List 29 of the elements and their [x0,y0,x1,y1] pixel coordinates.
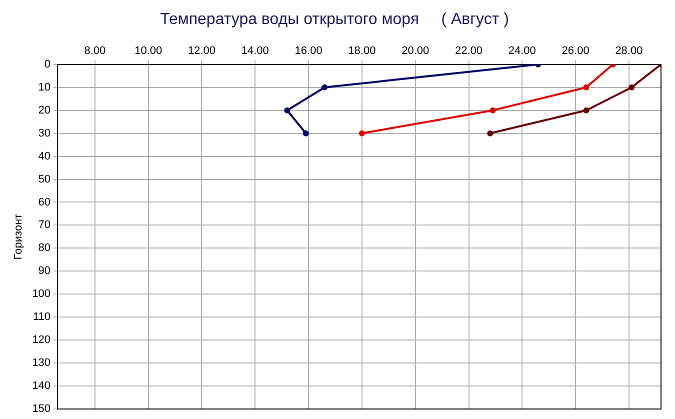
y-tick-label: 130 [32,357,51,370]
y-tick-label: 140 [32,380,51,392]
y-tick-label: 30 [38,127,51,140]
y-tick-label: 40 [38,150,51,162]
y-tick-label: 150 [32,403,51,416]
x-tick-label: 20.00 [402,44,430,57]
y-tick-label: 60 [38,196,51,208]
x-tick-label: 26.00 [562,44,590,57]
y-tick-label: 90 [38,265,51,278]
y-tick-label: 110 [33,311,51,324]
x-tick-label: 24.00 [508,44,536,57]
y-tick-label: 20 [38,104,51,116]
x-tick-label: 22.00 [454,44,483,57]
y-tick-label: 0 [44,58,51,70]
x-tick-label: 28.00 [615,44,643,57]
x-tick-label: 16.00 [294,44,322,57]
x-tick-label: 10.00 [134,44,162,57]
x-tick-label: 8.00 [84,44,106,57]
y-axis-title: Горизонт [12,214,25,260]
y-tick-label: 100 [32,288,51,300]
y-tick-label: 70 [38,219,51,232]
chart-title: Температура воды открытого моря ( Август ) [160,11,509,28]
y-tick-label: 80 [38,242,51,254]
y-tick-label: 10 [38,81,51,94]
y-tick-label: 50 [38,173,51,186]
x-tick-label: 12.00 [188,44,216,57]
x-tick-label: 14.00 [241,44,269,57]
x-tick-label: 18.00 [348,44,376,57]
y-tick-label: 120 [32,334,51,346]
